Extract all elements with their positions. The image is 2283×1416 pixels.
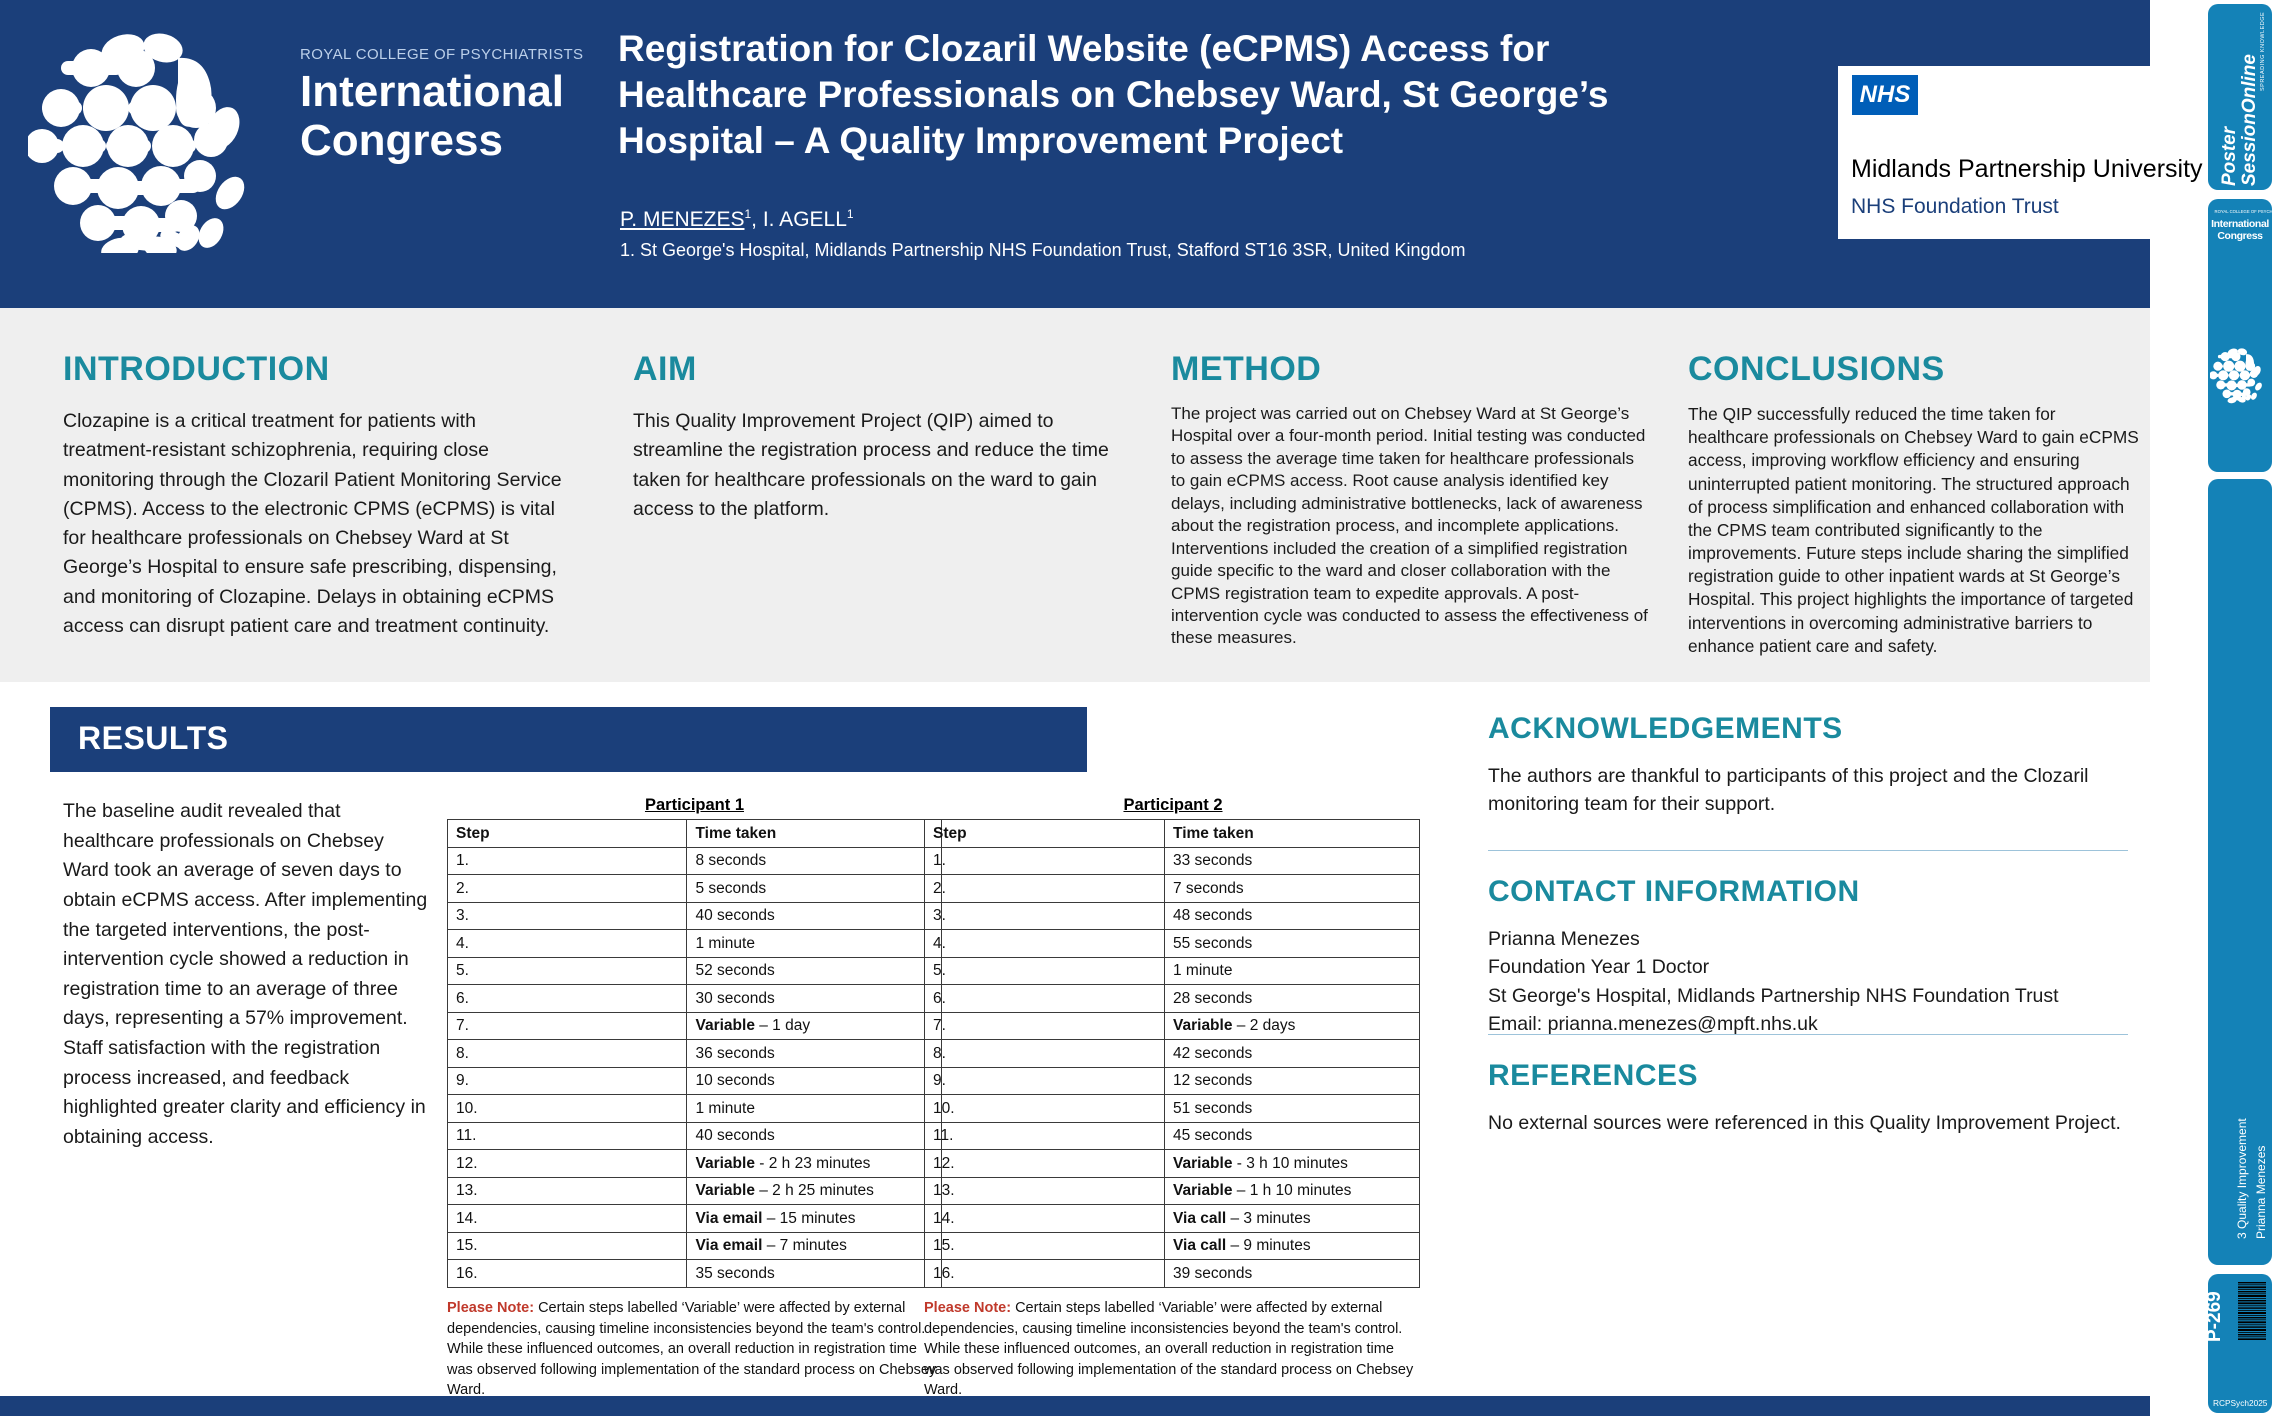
svg-text:SPREADING KNOWLEDGE: SPREADING KNOWLEDGE: [2260, 12, 2265, 91]
svg-text:P-269: P-269: [2208, 1291, 2225, 1342]
svg-text:3 Quality Improvement: 3 Quality Improvement: [2235, 1118, 2249, 1239]
svg-text:RCPSych2025: RCPSych2025: [2213, 1398, 2268, 1408]
svg-text:Prianna Menezes: Prianna Menezes: [2254, 1146, 2268, 1239]
svg-text:SessionOnline: SessionOnline: [2239, 54, 2260, 186]
svg-text:Poster: Poster: [2219, 125, 2240, 186]
